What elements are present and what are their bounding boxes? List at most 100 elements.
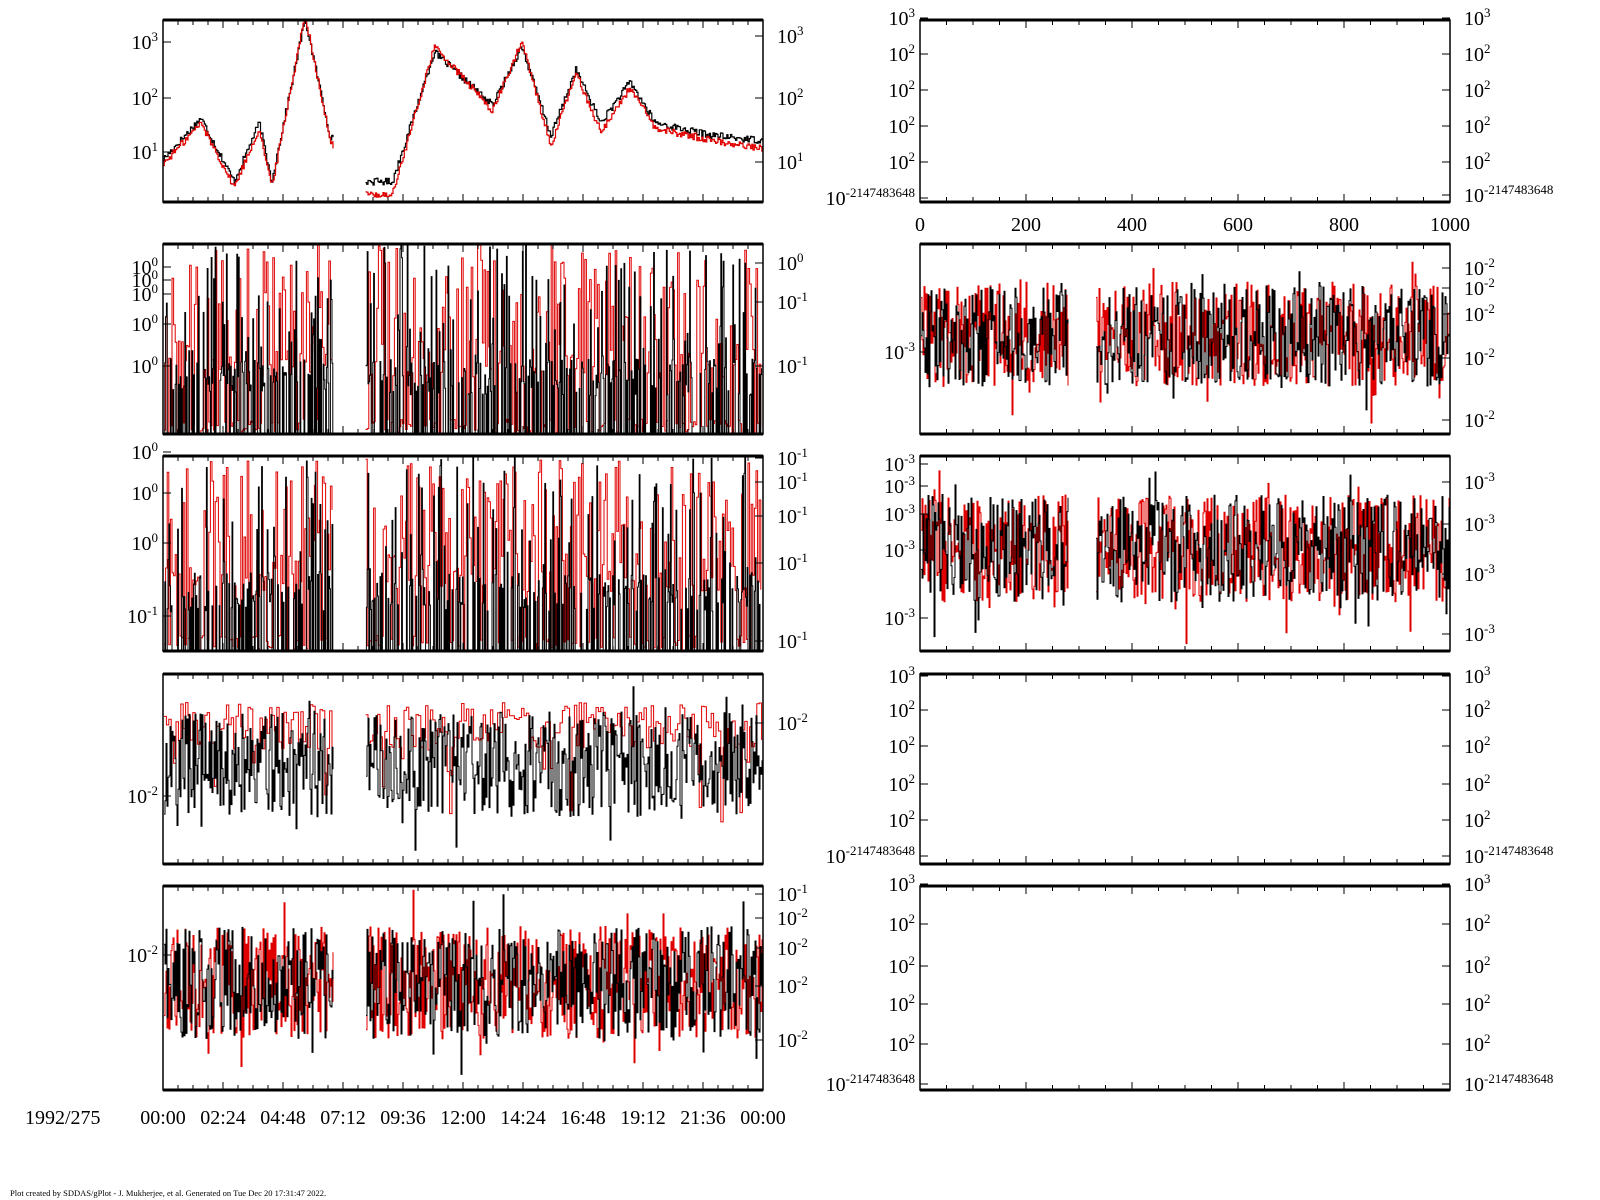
- right-panel-2-right-tick-2: 10-2: [1464, 275, 1495, 300]
- left-panel-2-right-tick-2: 10-1: [777, 289, 808, 314]
- right-panel-1-right-tick-1: 103: [1464, 5, 1491, 30]
- right-panel-4-right-tick-2: 102: [1464, 697, 1491, 722]
- right-panel-1-x-tick-2: 200: [1011, 214, 1041, 236]
- right-panel-3-right-tick-2: 10-3: [1464, 511, 1495, 536]
- time-tick-7: 14:24: [500, 1107, 546, 1129]
- left-panel-1-left-tick-1: 103: [132, 29, 159, 54]
- right-panel-1-right-tick-4: 102: [1464, 113, 1491, 138]
- right-panel-1-left-tick-4: 102: [889, 113, 916, 138]
- right-panel-2-right-tick-3: 10-2: [1464, 301, 1495, 326]
- left-panel-3-left-tick-2: 100: [132, 480, 159, 505]
- right-panel-1-frame: [919, 19, 1451, 203]
- left-panel-2-left-tick-1: 100: [132, 254, 159, 279]
- right-panel-5-left-tick-3: 102: [889, 953, 916, 978]
- left-panel-3-right-tick-1: 10-1: [777, 445, 808, 470]
- left-panel-2-right-tick-3: 10-1: [777, 353, 808, 378]
- time-tick-3: 04:48: [260, 1107, 306, 1129]
- right-panel-3-series-1: [921, 471, 1450, 638]
- right-panel-1-right-tick-2: 102: [1464, 41, 1491, 66]
- left-panel-2-right-tick-1: 100: [777, 250, 804, 275]
- left-panel-5: 10-210-110-210-210-210-2: [127, 881, 808, 1092]
- right-panel-1-x-tick-1: 0: [915, 214, 925, 236]
- left-panel-1-right-tick-2: 102: [777, 85, 804, 110]
- right-panel-4-left-tick-2: 102: [889, 697, 916, 722]
- left-panel-1-series-2: [163, 20, 763, 198]
- time-tick-4: 07:12: [320, 1107, 366, 1129]
- right-panel-3-left-tick-5: 10-3: [884, 605, 915, 630]
- right-panel-1-right-tick-6: 10-2147483648: [1464, 182, 1553, 207]
- left-panel-5-right-tick-3: 10-2: [777, 935, 808, 960]
- date-label: 1992/275: [25, 1107, 101, 1129]
- right-panel-4-left-tick-3: 102: [889, 733, 916, 758]
- left-panel-3-right-tick-3: 10-1: [777, 503, 808, 528]
- left-panel-3-right-tick-4: 10-1: [777, 550, 808, 575]
- right-panel-4: 103 102 102 102 102 10-2147483648 103 102 102 102…: [826, 663, 1554, 868]
- right-panel-2-series-1: [921, 271, 1450, 411]
- right-panel-5-right-tick-2: 102: [1464, 911, 1491, 936]
- left-panel-4-left-tick-1: 10-2: [127, 783, 158, 808]
- right-panel-1-right-tick-5: 102: [1464, 149, 1491, 174]
- right-panel-5: 103 102 102 102 102 10-2147483648 103 102 102 102…: [826, 871, 1554, 1096]
- right-panel-3-right-tick-1: 10-3: [1464, 469, 1495, 494]
- right-panel-4-left-tick-5: 102: [889, 807, 916, 832]
- right-panel-4-frame: [919, 673, 1451, 865]
- right-panel-2-right-tick-4: 10-2: [1464, 345, 1495, 370]
- time-tick-11: 00:00: [740, 1107, 786, 1129]
- left-panel-2-left-tick-4: 100: [132, 311, 159, 336]
- left-panel-5-right-tick-2: 10-2: [777, 905, 808, 930]
- right-panel-1-x-tick-6: 1000: [1430, 214, 1470, 236]
- right-panel-5-left-tick-1: 103: [889, 871, 916, 896]
- right-panel-2-right-tick-5: 10-2: [1464, 407, 1495, 432]
- left-panel-3-left-tick-1: 100: [132, 439, 159, 464]
- right-panel-1-x-tick-4: 600: [1223, 214, 1253, 236]
- time-tick-8: 16:48: [560, 1107, 606, 1129]
- left-panel-5-series-1: [164, 894, 763, 1075]
- left-panel-4-series-1: [164, 686, 763, 851]
- left-panel-5-right-tick-5: 10-2: [777, 1027, 808, 1052]
- right-panel-1-left-tick-5: 102: [889, 149, 916, 174]
- right-panel-5-right-tick-6: 10-2147483648: [1464, 1071, 1553, 1096]
- left-panel-2-left-tick-3: 100: [132, 281, 159, 306]
- right-panel-1-right-tick-3: 102: [1464, 77, 1491, 102]
- time-tick-10: 21:36: [680, 1107, 726, 1129]
- right-panel-4-left-tick-4: 102: [889, 771, 916, 796]
- right-panel-4-left-tick-1: 103: [889, 663, 916, 688]
- time-tick-6: 12:00: [440, 1107, 486, 1129]
- right-panel-1: 103 102 102 102 102 10-2147483648 103 102 102 102…: [826, 5, 1554, 236]
- left-panel-4-frame: [162, 673, 764, 865]
- time-tick-9: 19:12: [620, 1107, 666, 1129]
- right-panel-1-x-tick-5: 800: [1329, 214, 1359, 236]
- right-panel-1-x-tick-3: 400: [1117, 214, 1147, 236]
- left-panel-3-left-tick-4: 10-1: [127, 603, 158, 628]
- left-panel-3-left-tick-3: 100: [132, 530, 159, 555]
- right-panel-4-right-tick-1: 103: [1464, 663, 1491, 688]
- time-tick-2: 02:24: [200, 1107, 246, 1129]
- credit-line: Plot created by SDDAS/gPlot - J. Mukherj…: [10, 1188, 327, 1198]
- left-panel-5-right-tick-4: 10-2: [777, 973, 808, 998]
- right-panel-5-right-tick-3: 102: [1464, 953, 1491, 978]
- right-panel-5-left-tick-6: 10-2147483648: [826, 1071, 915, 1096]
- right-panel-3-right-tick-3: 10-3: [1464, 561, 1495, 586]
- right-panel-5-right-tick-5: 102: [1464, 1031, 1491, 1056]
- right-panel-4-right-tick-6: 10-2147483648: [1464, 843, 1553, 868]
- left-panel-1-left-tick-3: 101: [132, 139, 159, 164]
- time-axis: 00:00 02:24 04:48 07:12 09:36 12:00 14:24 16:48…: [140, 1107, 786, 1129]
- left-panel-1-left-tick-2: 102: [132, 85, 159, 110]
- right-panel-3-left-tick-1: 10-3: [884, 451, 915, 476]
- right-panel-1-left-tick-6: 10-2147483648: [826, 185, 915, 210]
- time-tick-1: 00:00: [140, 1107, 186, 1129]
- right-panel-2: 10-310-210-210-210-210-2: [884, 242, 1495, 436]
- left-panel-5-right-tick-1: 10-1: [777, 881, 808, 906]
- right-panel-3-right-tick-4: 10-3: [1464, 621, 1495, 646]
- left-panel-1-frame: [162, 19, 764, 203]
- right-panel-5-right-tick-4: 102: [1464, 991, 1491, 1016]
- right-panel-1-left-tick-1: 103: [889, 5, 916, 30]
- right-panel-2-left-tick-1: 10-3: [884, 339, 915, 364]
- right-panel-4-right-tick-3: 102: [1464, 733, 1491, 758]
- right-panel-5-right-tick-1: 103: [1464, 871, 1491, 896]
- left-panel-2-left-tick-2: 100: [132, 267, 159, 292]
- left-panel-3-right-tick-2: 10-1: [777, 469, 808, 494]
- right-panel-2-right-tick-1: 10-2: [1464, 255, 1495, 280]
- right-panel-5-left-tick-2: 102: [889, 911, 916, 936]
